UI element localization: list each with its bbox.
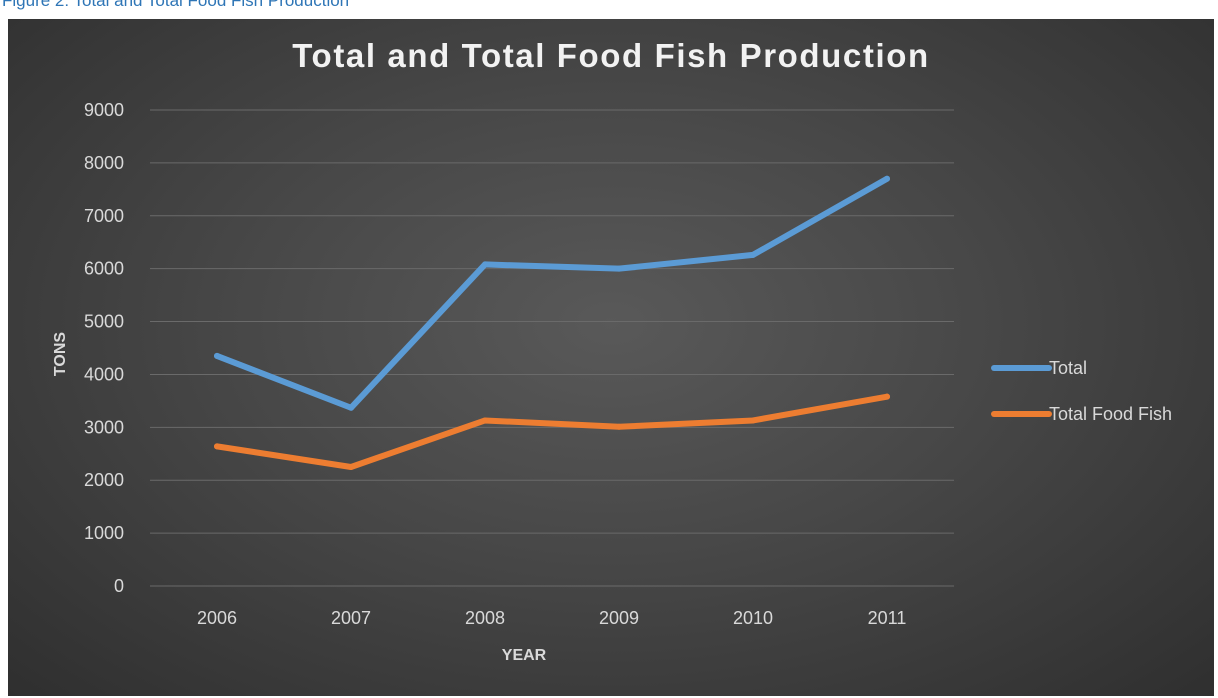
line-chart: Total and Total Food Fish Production 0 10… — [52, 37, 1172, 664]
data-point — [884, 393, 890, 400]
gridlines — [150, 109, 954, 587]
y-tick-label: 4000 — [84, 364, 124, 384]
data-point — [214, 443, 220, 450]
legend-label: Total Food Fish — [1049, 404, 1172, 424]
figure-caption-strip: Figure 2: Total and Total Food Fish Prod… — [0, 0, 1218, 20]
figure-caption: Figure 2: Total and Total Food Fish Prod… — [2, 0, 350, 10]
data-point — [616, 265, 622, 272]
legend: Total Total Food Fish — [991, 358, 1172, 424]
y-tick-label: 0 — [114, 576, 124, 596]
x-tick-label: 2009 — [599, 608, 639, 628]
legend-label: Total — [1049, 358, 1087, 378]
x-tick-label: 2006 — [197, 608, 237, 628]
data-point — [348, 464, 354, 470]
y-axis-title: TONS — [52, 332, 69, 376]
series-line-1 — [214, 393, 890, 470]
x-tick-label: 2010 — [733, 608, 773, 628]
x-axis-ticks: 2006 2007 2008 2009 2010 2011 — [197, 608, 906, 628]
data-point — [750, 251, 756, 258]
y-tick-label: 6000 — [84, 259, 124, 279]
y-tick-label: 1000 — [84, 523, 124, 543]
data-point — [750, 417, 756, 424]
chart-title: Total and Total Food Fish Production — [292, 37, 930, 74]
y-tick-label: 7000 — [84, 206, 124, 226]
data-point — [214, 352, 220, 359]
y-tick-label: 8000 — [84, 153, 124, 173]
x-tick-label: 2007 — [331, 608, 371, 628]
series-lines — [214, 175, 890, 470]
y-tick-label: 5000 — [84, 312, 124, 332]
x-tick-label: 2008 — [465, 608, 505, 628]
series-line-0 — [214, 175, 890, 411]
x-tick-label: 2011 — [868, 608, 907, 628]
data-point — [616, 423, 622, 430]
y-tick-label: 3000 — [84, 417, 124, 437]
data-point — [884, 175, 890, 182]
chart-area: Total and Total Food Fish Production 0 10… — [8, 19, 1214, 696]
y-tick-label: 9000 — [84, 100, 124, 120]
data-point — [482, 417, 488, 424]
data-point — [482, 261, 488, 268]
data-point — [348, 404, 354, 411]
y-tick-label: 2000 — [84, 470, 124, 490]
y-axis-ticks: 0 1000 2000 3000 4000 5000 6000 7000 8000 9000 — [84, 100, 124, 596]
x-axis-title: YEAR — [502, 647, 547, 664]
